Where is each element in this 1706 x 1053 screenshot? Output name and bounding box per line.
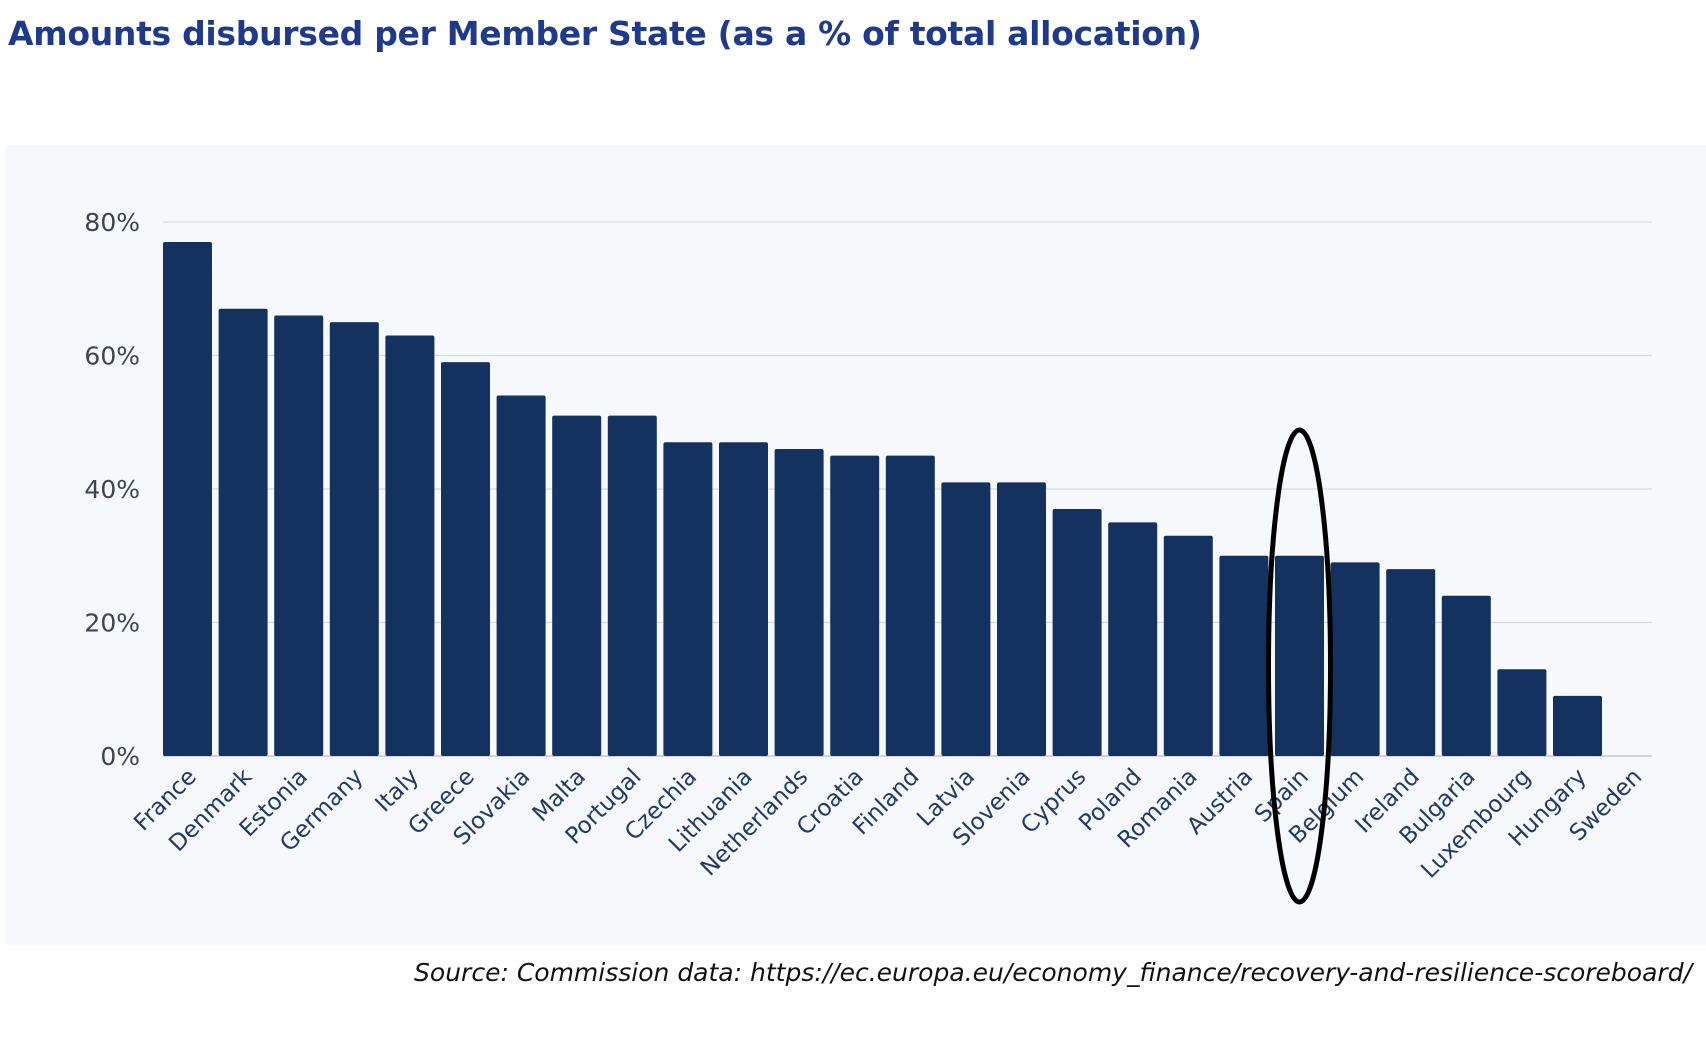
bar-finland xyxy=(885,455,935,756)
bar-france xyxy=(163,242,212,756)
bar-germany xyxy=(329,322,379,756)
bar-czechia xyxy=(663,442,713,756)
bar-italy xyxy=(385,335,435,756)
bar-hungary xyxy=(1553,695,1602,756)
bar-netherlands xyxy=(774,448,824,756)
source-note: Source: Commission data: https://ec.euro… xyxy=(414,958,1692,987)
y-tick-label: 0% xyxy=(100,742,140,771)
bar-cyprus xyxy=(1052,509,1102,756)
y-tick-label: 40% xyxy=(84,475,140,504)
bar-spain xyxy=(1275,555,1324,756)
bar-luxembourg xyxy=(1497,669,1547,756)
bar-austria xyxy=(1219,555,1269,756)
highlight-ellipse xyxy=(1266,427,1333,905)
bar-poland xyxy=(1108,522,1158,756)
bar-greece xyxy=(441,362,490,756)
chart-title: Amounts disbursed per Member State (as a… xyxy=(8,14,1202,53)
y-tick-label: 60% xyxy=(84,342,140,371)
y-tick-label: 80% xyxy=(84,208,140,237)
bar-estonia xyxy=(274,315,324,756)
bar-belgium xyxy=(1330,562,1380,756)
bar-ireland xyxy=(1386,569,1436,756)
y-tick-label: 20% xyxy=(84,609,140,638)
bar-slovakia xyxy=(496,395,546,756)
bar-portugal xyxy=(607,415,657,756)
bar-latvia xyxy=(941,482,991,756)
bar-croatia xyxy=(830,455,880,756)
bar-denmark xyxy=(218,308,268,756)
bar-romania xyxy=(1163,535,1213,756)
bar-lithuania xyxy=(719,442,768,756)
bar-slovenia xyxy=(997,482,1046,756)
bar-bulgaria xyxy=(1441,595,1491,756)
bar-malta xyxy=(552,415,602,756)
